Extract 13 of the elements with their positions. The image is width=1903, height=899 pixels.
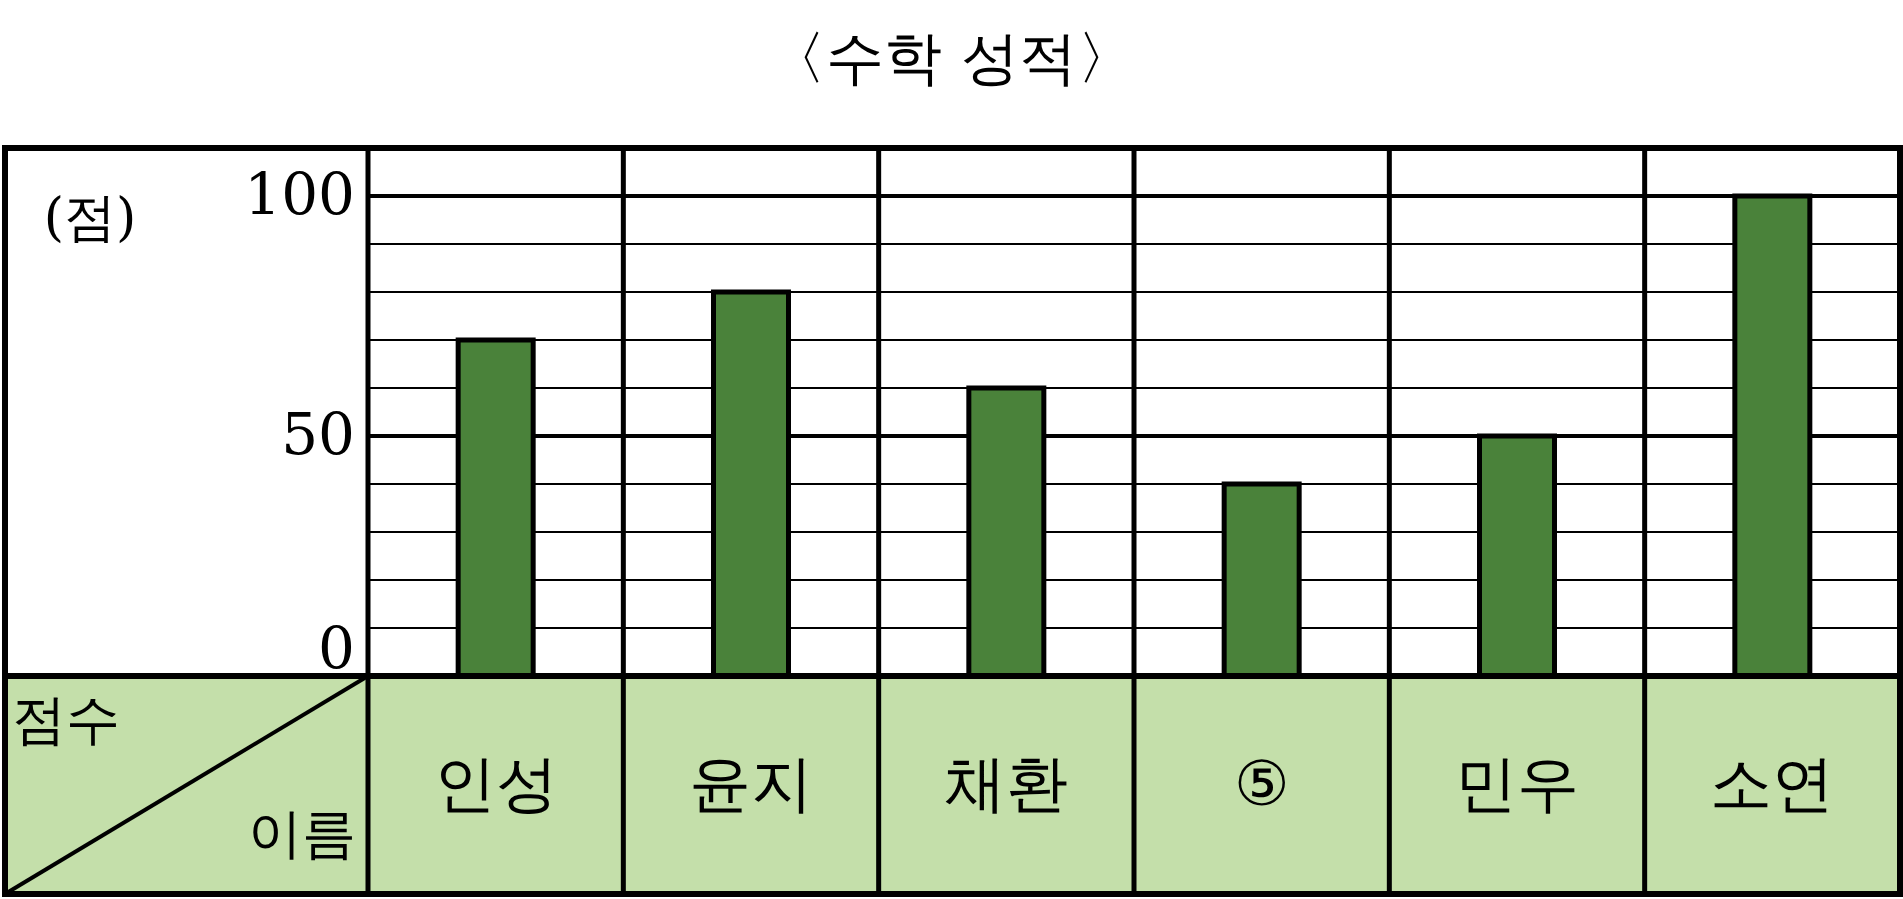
x-tick-label: 민우 (1455, 747, 1579, 820)
x-tick-label: ⑤ (1233, 747, 1290, 820)
x-tick-label: 윤지 (689, 747, 813, 820)
x-tick-label: 채환 (944, 747, 1069, 820)
text: 이름 (248, 802, 356, 865)
y-tick-label: 50 (281, 400, 355, 468)
text: 점수 (12, 688, 120, 751)
x-tick-label: 소연 (1710, 747, 1835, 820)
x-tick-label: 인성 (433, 747, 558, 820)
y-tick-label: 0 (318, 614, 355, 682)
chart-title: 〈수학 성적〉 (768, 24, 1135, 92)
y-axis-title: (점) (43, 187, 137, 247)
y-tick-label: 100 (244, 160, 355, 228)
